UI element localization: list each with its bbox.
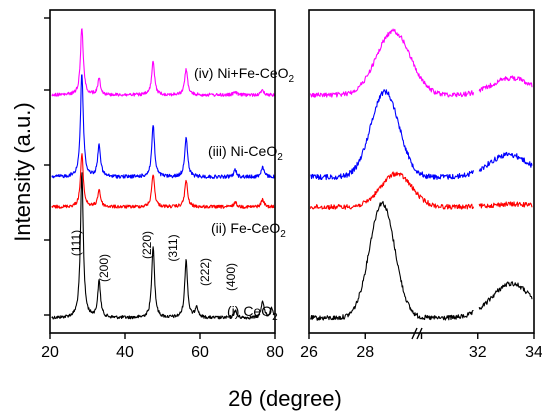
left-y-ticks bbox=[44, 17, 50, 316]
left-x-tick-label-40: 40 bbox=[116, 344, 134, 361]
right-series-line-1-segment-1 bbox=[309, 200, 474, 321]
right-x-tick-label-34: 34 bbox=[525, 344, 542, 361]
right-x-tick-label-26: 26 bbox=[300, 344, 318, 361]
right-series-line-4-segment-1 bbox=[309, 28, 475, 98]
annotation-311: (311) bbox=[166, 234, 180, 261]
x-tick-labels: 20 40 60 80 26 28 32 34 bbox=[41, 344, 542, 361]
series-label-ii: (ii) Fe-CeO2 bbox=[211, 220, 286, 240]
right-series-line-2-segment-2 bbox=[478, 201, 533, 209]
right-x-tick-label-28: 28 bbox=[356, 344, 374, 361]
right-panel-series bbox=[309, 28, 533, 321]
x-ticks bbox=[49, 333, 535, 339]
left-x-tick-label-20: 20 bbox=[41, 344, 59, 361]
annotation-400: (400) bbox=[224, 263, 238, 291]
left-panel-series bbox=[51, 28, 275, 320]
right-series-line-4-segment-2 bbox=[478, 75, 533, 93]
peak-annotations: (111) (200) (220) (311) (222) (400) bbox=[69, 230, 238, 291]
annotation-111: (111) bbox=[69, 230, 83, 256]
left-x-tick-label-60: 60 bbox=[191, 344, 209, 361]
left-panel-frame bbox=[49, 9, 276, 334]
right-panel-frame bbox=[308, 9, 535, 334]
x-axis-title: 2θ (degree) bbox=[228, 386, 342, 411]
right-series-line-3-segment-1 bbox=[310, 89, 475, 181]
y-axis-title: Intensity (a.u.) bbox=[10, 102, 35, 241]
annotation-200: (200) bbox=[97, 254, 111, 282]
right-series-line-2-segment-1 bbox=[309, 171, 475, 210]
series-label-i: (i) CeO2 bbox=[227, 303, 278, 323]
annotation-222: (222) bbox=[198, 258, 212, 286]
left-series-line-4 bbox=[51, 28, 275, 97]
right-series-line-3-segment-2 bbox=[478, 151, 533, 172]
axis-break-marker bbox=[411, 327, 423, 340]
right-series-line-1-segment-2 bbox=[478, 281, 533, 310]
series-label-iii: (iii) Ni-CeO2 bbox=[208, 143, 283, 163]
left-series-line-1 bbox=[51, 172, 275, 320]
plot-area bbox=[51, 28, 533, 321]
right-x-tick-label-32: 32 bbox=[469, 344, 487, 361]
series-labels: (iv) Ni+Fe-CeO2 (iii) Ni-CeO2 (ii) Fe-Ce… bbox=[194, 65, 295, 323]
series-label-iv: (iv) Ni+Fe-CeO2 bbox=[194, 65, 295, 85]
left-x-tick-label-80: 80 bbox=[266, 344, 284, 361]
annotation-220: (220) bbox=[140, 231, 154, 259]
left-series-line-3 bbox=[51, 74, 275, 180]
left-series-line-2 bbox=[51, 153, 275, 209]
